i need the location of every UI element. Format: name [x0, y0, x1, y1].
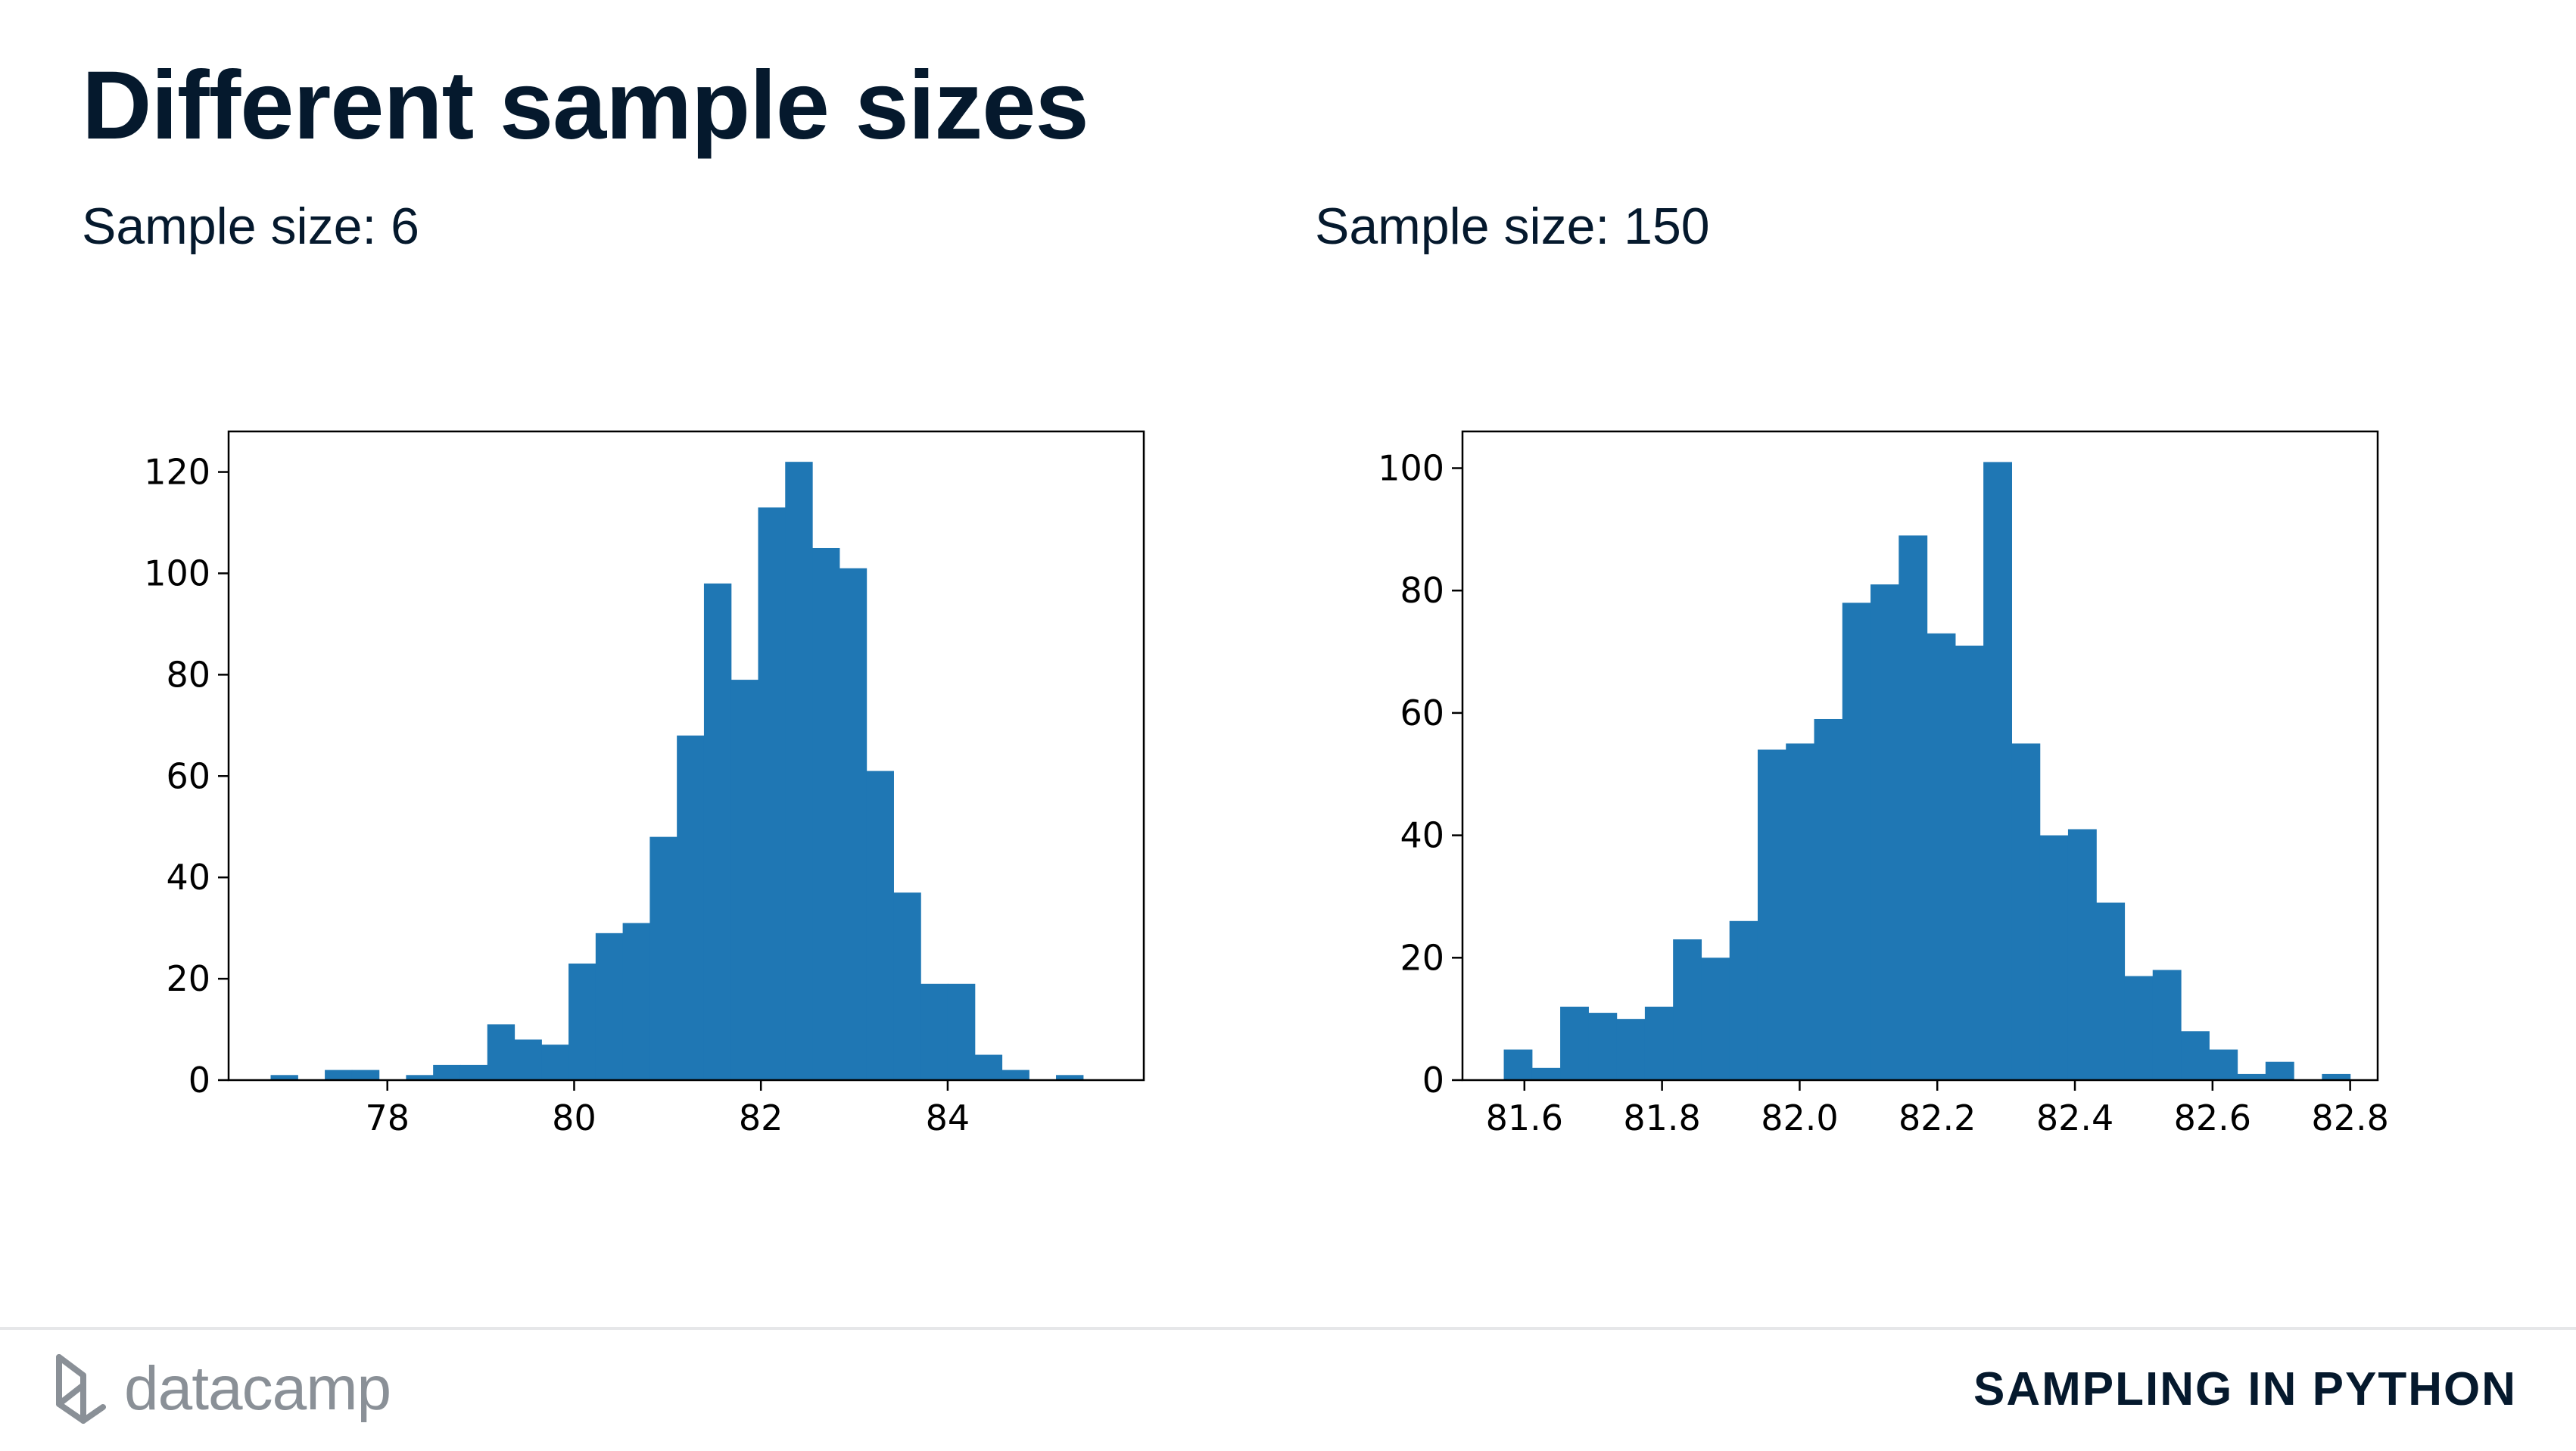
chart-right-xtick-label-3: 82.2	[1899, 1098, 1976, 1138]
chart-right-bar-1	[1531, 1067, 1561, 1080]
chart-left-ytick-label-3: 60	[166, 755, 210, 796]
chart-left-bar-20	[812, 547, 840, 1080]
chart-right-xtick-label-2: 82.0	[1761, 1098, 1838, 1138]
chart-left-bar-7	[459, 1064, 488, 1080]
chart-right-bar-5	[1644, 1006, 1674, 1080]
chart-left-bar-29	[1056, 1075, 1084, 1080]
chart-right-bar-13	[1870, 584, 1899, 1080]
chart-left-xtick-label-3: 84	[926, 1098, 970, 1138]
chart-right-bar-17	[1983, 462, 2012, 1080]
chart-right-bar-22	[2124, 976, 2154, 1080]
chart-right-bar-26	[2237, 1073, 2266, 1080]
chart-right-bar-21	[2096, 902, 2126, 1080]
chart-right-bar-18	[2011, 743, 2041, 1080]
chart-right-subtitle: Sample size: 150	[1315, 198, 1710, 255]
chart-right-bar-2	[1560, 1006, 1589, 1080]
chart-right-bar-14	[1899, 535, 1928, 1080]
chart-right-bar-23	[2152, 970, 2182, 1080]
chart-right-xtick-label-5: 82.6	[2174, 1098, 2251, 1138]
chart-right-bar-27	[2265, 1061, 2294, 1080]
chart-left-bar-19	[785, 462, 813, 1080]
chart-right-xtick-label-1: 81.8	[1623, 1098, 1700, 1138]
chart-left-bar-15	[677, 735, 705, 1080]
brand-name: datacamp	[124, 1354, 391, 1423]
chart-left-subtitle: Sample size: 6	[82, 198, 419, 255]
chart-left: 0 20 40 60 80 100 120 78 80 82 84	[144, 430, 1145, 1138]
chart-right-bar-3	[1588, 1013, 1618, 1080]
chart-right-bar-8	[1729, 920, 1758, 1080]
chart-right-bar-25	[2209, 1049, 2238, 1080]
chart-left-bar-24	[920, 983, 948, 1080]
chart-right-xtick-label-4: 82.4	[2036, 1098, 2113, 1138]
chart-left-bar-11	[568, 964, 596, 1080]
chart-right-bar-15	[1927, 633, 1956, 1080]
chart-left-bar-23	[893, 892, 921, 1080]
chart-right-bar-6	[1673, 939, 1702, 1080]
chart-right-bar-0	[1503, 1049, 1533, 1080]
chart-right-bar-19	[2039, 835, 2069, 1080]
chart-left-xtick-label-1: 80	[552, 1098, 596, 1138]
chart-right-bar-16	[1955, 645, 1984, 1080]
datacamp-logo-icon	[56, 1354, 106, 1424]
chart-right: 0 20 40 60 80 100 81.6 81.8 82.0 82.2 82.4 82.6 82.8	[1378, 430, 2389, 1138]
chart-right-ytick-label-1: 20	[1400, 937, 1444, 978]
chart-left-bar-6	[433, 1064, 461, 1080]
chart-left-bar-25	[947, 983, 976, 1080]
chart-left-ytick-label-6: 120	[144, 452, 210, 493]
chart-right-axes-frame	[1461, 430, 2379, 1082]
chart-left-bar-2	[325, 1070, 353, 1080]
chart-left-ytick-label-2: 40	[166, 857, 210, 898]
chart-right-bar-9	[1757, 749, 1786, 1080]
chart-right-bar-11	[1814, 718, 1843, 1080]
chart-right-bar-4	[1616, 1019, 1646, 1080]
chart-right-xtick-label-0: 81.6	[1486, 1098, 1563, 1138]
chart-right-bar-10	[1786, 743, 1815, 1080]
chart-left-bar-16	[703, 583, 732, 1080]
chart-left-bar-0	[270, 1075, 298, 1080]
chart-right-ytick-label-5: 100	[1378, 448, 1444, 489]
chart-right-bar-7	[1701, 957, 1730, 1080]
brand-logo: datacamp	[53, 1351, 391, 1427]
chart-right-ytick-label-3: 60	[1400, 693, 1444, 733]
chart-left-bar-12	[595, 933, 624, 1080]
chart-left-bar-18	[758, 507, 786, 1080]
chart-right-bar-12	[1842, 603, 1871, 1080]
chart-left-xtick-label-2: 82	[739, 1098, 783, 1138]
chart-left-axes-frame	[227, 430, 1145, 1082]
slide-title: Different sample sizes	[82, 51, 1089, 160]
chart-left-bar-17	[730, 680, 759, 1080]
chart-left-ytick-label-1: 20	[166, 958, 210, 999]
chart-left-bar-14	[649, 836, 677, 1081]
chart-left-ytick-label-0: 0	[188, 1060, 210, 1101]
chart-left-xtick-label-0: 78	[365, 1098, 410, 1138]
chart-left-bar-13	[622, 923, 650, 1080]
chart-left-bar-10	[541, 1045, 569, 1080]
chart-left-bar-21	[839, 568, 867, 1080]
chart-right-ytick-label-4: 80	[1400, 570, 1444, 611]
chart-left-bar-22	[866, 771, 894, 1080]
chart-left-bar-5	[406, 1075, 434, 1080]
chart-left-bar-27	[1001, 1070, 1029, 1080]
course-name: SAMPLING IN PYTHON	[1973, 1363, 2517, 1415]
chart-right-bar-20	[2067, 829, 2097, 1080]
chart-right-ytick-label-0: 0	[1422, 1060, 1444, 1101]
chart-left-bar-8	[487, 1024, 516, 1080]
chart-left-bar-26	[974, 1054, 1003, 1080]
chart-left-ytick-label-5: 100	[144, 553, 210, 593]
chart-left-bar-9	[514, 1039, 542, 1080]
chart-left-ytick-label-4: 80	[166, 654, 210, 695]
chart-left-bar-3	[351, 1070, 380, 1080]
chart-right-bar-29	[2322, 1073, 2351, 1080]
chart-right-xtick-label-6: 82.8	[2311, 1098, 2388, 1138]
chart-right-ytick-label-2: 40	[1400, 815, 1444, 856]
footer-divider	[0, 1327, 2576, 1330]
chart-right-bar-24	[2181, 1031, 2210, 1080]
